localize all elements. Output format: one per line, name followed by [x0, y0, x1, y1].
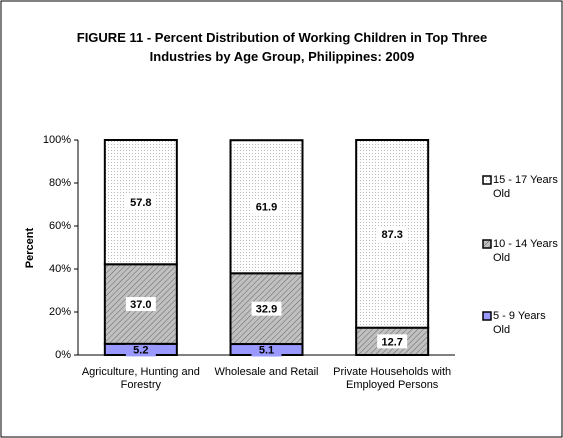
- legend-label: 10 - 14 Years Old: [493, 238, 558, 264]
- y-tick-label: 100%: [43, 134, 71, 146]
- label-box: [377, 334, 408, 349]
- data-label: 87.3: [381, 229, 402, 241]
- label-box: [125, 342, 156, 357]
- label-box: [125, 297, 156, 312]
- label-box: [251, 301, 282, 316]
- x-tick-label: Private Households with Employed Persons: [333, 366, 452, 391]
- label-box: [125, 195, 156, 210]
- data-label: 37.0: [130, 299, 151, 311]
- data-label: 12.7: [381, 336, 402, 348]
- label-box: [251, 342, 282, 357]
- chart-title: FIGURE 11 - Percent Distribution of Work…: [76, 30, 488, 64]
- y-tick-label: 60%: [49, 220, 71, 232]
- data-label: 57.8: [130, 197, 151, 209]
- x-tick-label: Agriculture, Hunting and Forestry: [81, 366, 200, 391]
- x-tick-label: Wholesale and Retail: [214, 366, 319, 378]
- data-label: 5.1: [259, 344, 274, 356]
- data-label: 32.9: [256, 304, 277, 316]
- y-tick-label: 40%: [49, 263, 71, 275]
- label-box: [377, 226, 408, 241]
- y-tick-label: 0%: [55, 349, 71, 361]
- y-tick-label: 20%: [49, 306, 71, 318]
- data-label: 61.9: [256, 202, 277, 214]
- legend-texture: [484, 177, 490, 183]
- y-tick-label: 80%: [49, 177, 71, 189]
- data-label: 5.2: [133, 344, 148, 356]
- legend-label: 15 - 17 Years Old: [493, 174, 558, 200]
- legend-swatch: [482, 311, 492, 321]
- legend-label: 5 - 9 Years Old: [493, 310, 546, 336]
- legend-texture: [484, 241, 490, 247]
- y-axis-label: Percent: [24, 227, 36, 268]
- label-box: [251, 199, 282, 214]
